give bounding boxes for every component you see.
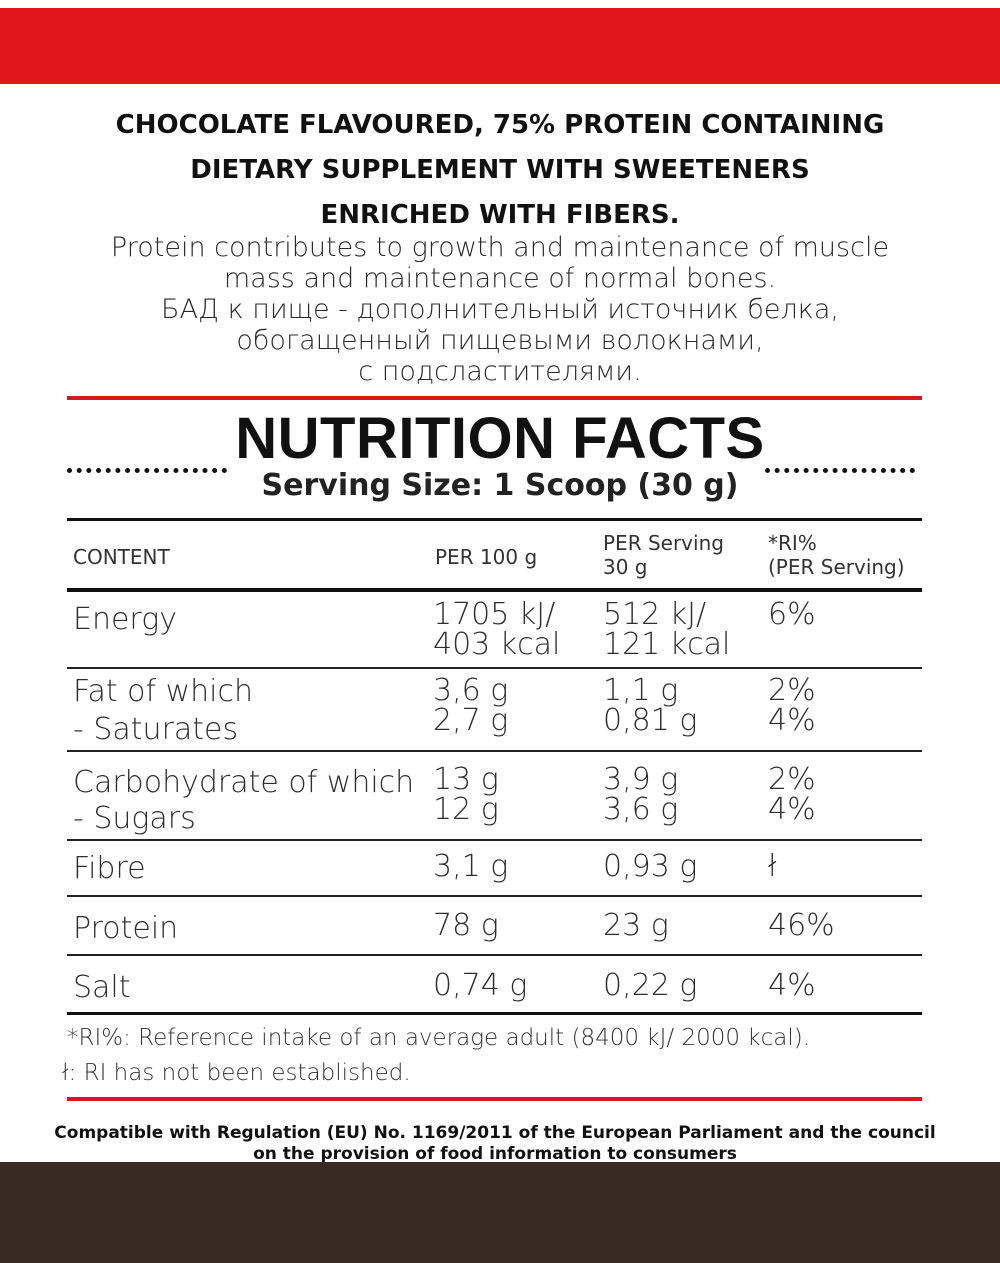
headline-line-1: CHOCOLATE FLAVOURED, 75% PROTEIN CONTAIN… (115, 110, 885, 140)
row-divider (67, 954, 922, 956)
row-fat-name: Fat of which - Saturates (73, 674, 254, 747)
row-fat-per-serving: 1,1 g 0,81 g (603, 673, 698, 738)
description-line-2: mass and maintenance of normal bones. (223, 263, 777, 294)
row-protein-per-serving: 23 g (603, 908, 669, 943)
row-energy-ri: 6% (768, 597, 816, 632)
row-divider (67, 750, 922, 752)
dotted-rule-right (765, 462, 915, 473)
row-salt-per-serving: 0,22 g (603, 968, 698, 1003)
footnote-not-established: ł: RI has not been established. (62, 1060, 411, 1086)
dotted-rule-left (67, 462, 227, 473)
row-energy-per-serving: 512 kJ/121 kcal (603, 597, 731, 662)
header-per100: PER 100 g (435, 545, 538, 569)
regulation-line-1: Compatible with Regulation (EU) No. 1169… (54, 1123, 936, 1143)
nutrition-title: NUTRITION FACTS (235, 406, 765, 471)
description-line-1: Protein contributes to growth and mainte… (110, 232, 890, 263)
footnote-ri: *RI%: Reference intake of an average adu… (67, 1025, 811, 1051)
row-divider (67, 839, 922, 841)
row-carbohydrate-per100: 13 g 12 g (433, 762, 499, 827)
row-salt-ri: 4% (768, 968, 816, 1003)
description-line-5: с подсластителями. (358, 356, 642, 387)
header-content: CONTENT (73, 545, 170, 569)
serving-size: Serving Size: 1 Scoop (30 g) (261, 468, 739, 503)
red-divider-bottom (67, 1097, 922, 1101)
regulation-line-2: on the provision of food information to … (253, 1144, 737, 1164)
description-line-3: БАД к пище - дополнительный источник бел… (161, 294, 839, 325)
table-top-rule (67, 518, 922, 521)
headline-line-3: ENRICHED WITH FIBERS. (320, 200, 680, 230)
headline-line-2: DIETARY SUPPLEMENT WITH SWEETENERS (190, 155, 810, 185)
header-bottom-rule (67, 588, 922, 592)
row-fibre-per-serving: 0,93 g (603, 849, 698, 884)
row-protein-per100: 78 g (433, 908, 499, 943)
row-carbohydrate-name: Carbohydrate of which - Sugars (73, 765, 415, 836)
row-salt-name: Salt (73, 970, 131, 1005)
row-fat-per100: 3,6 g 2,7 g (433, 673, 509, 738)
row-protein-ri: 46% (768, 908, 835, 943)
row-protein-name: Protein (73, 911, 179, 946)
row-fibre-name: Fibre (73, 851, 146, 886)
header-ri: *RI% (PER Serving) (768, 531, 905, 579)
header-per-serving: PER Serving 30 g (603, 531, 724, 579)
row-salt-per100: 0,74 g (433, 968, 528, 1003)
row-fat-ri: 2% 4% (768, 673, 816, 738)
table-bottom-rule (67, 1012, 922, 1015)
row-energy-per100: 1705 kJ/403 kcal (433, 597, 561, 662)
top-red-band (0, 0, 1000, 84)
row-divider (67, 895, 922, 897)
row-fibre-per100: 3,1 g (433, 849, 509, 884)
bottom-chocolate-band (0, 1162, 1000, 1263)
row-divider (67, 667, 922, 669)
description-line-4: обогащенный пищевыми волокнами, (236, 325, 764, 356)
row-carbohydrate-ri: 2% 4% (768, 762, 816, 827)
row-fibre-ri: ł (768, 849, 777, 884)
row-carbohydrate-per-serving: 3,9 g 3,6 g (603, 762, 679, 827)
row-energy-name: Energy (73, 602, 177, 637)
red-divider-top (67, 396, 922, 400)
